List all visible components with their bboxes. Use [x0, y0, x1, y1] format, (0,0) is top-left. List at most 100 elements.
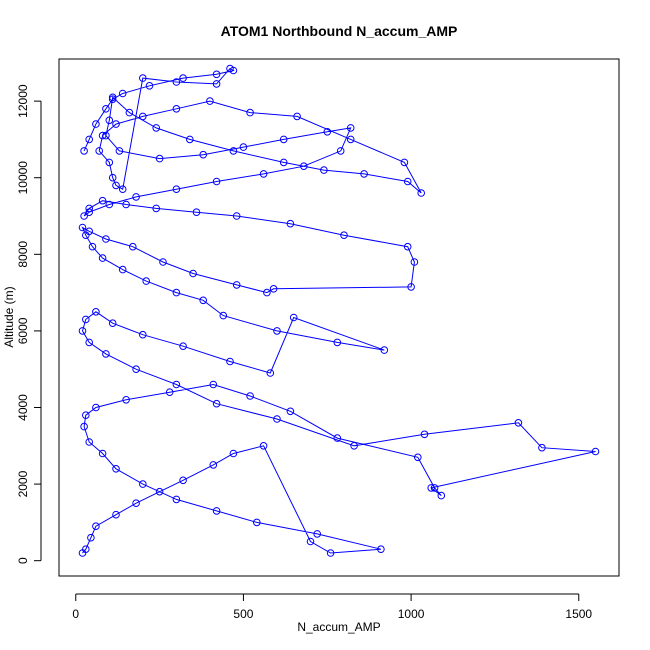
data-point: [273, 415, 281, 423]
data-point: [112, 465, 120, 473]
data-point: [92, 120, 100, 128]
data-point: [246, 392, 254, 400]
data-point: [192, 208, 201, 216]
y-tick-label: 12000: [16, 84, 30, 118]
data-point: [209, 461, 218, 469]
data-point: [122, 200, 130, 209]
data-point: [172, 380, 181, 389]
data-point: [306, 537, 315, 546]
data-point: [219, 311, 228, 320]
data-point: [229, 449, 238, 458]
data-point: [152, 124, 160, 132]
data-point: [108, 173, 117, 182]
data-point: [266, 369, 275, 377]
data-point: [410, 258, 419, 266]
data-point: [289, 313, 298, 322]
data-point: [139, 330, 147, 339]
x-axis-label: N_accum_AMP: [297, 620, 380, 634]
data-point: [212, 399, 221, 408]
data-point: [155, 487, 164, 496]
data-point: [172, 495, 181, 504]
data-point: [82, 545, 90, 554]
data-point: [212, 70, 221, 79]
data-point: [92, 308, 100, 316]
data-point: [514, 419, 523, 427]
data-point: [286, 219, 295, 228]
y-tick-label: 8000: [16, 241, 30, 268]
data-point: [286, 407, 295, 416]
data-point: [165, 388, 174, 397]
data-point: [78, 327, 87, 335]
data-point: [346, 124, 355, 132]
data-point: [115, 147, 124, 155]
data-point: [118, 185, 127, 193]
data-point: [538, 443, 546, 452]
data-point: [417, 189, 426, 197]
data-point: [85, 227, 93, 236]
data-point: [172, 78, 181, 86]
data-point: [108, 95, 117, 103]
data-point: [139, 480, 147, 488]
data-point: [591, 447, 600, 456]
data-point: [112, 120, 120, 128]
data-point: [80, 422, 88, 431]
data-point: [212, 507, 221, 515]
data-point: [112, 181, 120, 190]
data-point: [80, 147, 88, 155]
data-point: [132, 365, 140, 374]
data-point: [279, 158, 288, 167]
data-point: [199, 150, 207, 159]
data-point: [172, 185, 181, 193]
data-point: [85, 338, 93, 347]
data-point: [95, 147, 103, 155]
data-point: [336, 147, 345, 155]
data-point: [172, 288, 181, 297]
data-point: [179, 74, 187, 82]
data-point: [407, 283, 415, 291]
data-point: [273, 327, 281, 335]
x-tick-label: 0: [72, 607, 79, 621]
data-point: [420, 430, 429, 439]
data-point: [105, 158, 114, 167]
y-tick-label: 10000: [16, 161, 30, 195]
data-point: [98, 254, 107, 262]
data-point: [360, 170, 368, 178]
data-point: [98, 196, 107, 205]
data-point: [155, 154, 164, 163]
data-point: [159, 258, 167, 266]
data-point: [350, 442, 358, 450]
data-point: [346, 135, 355, 144]
data-point: [279, 135, 288, 144]
data-point: [263, 288, 271, 297]
series-layer: [78, 64, 600, 557]
data-point: [78, 223, 87, 232]
data-point: [139, 74, 147, 82]
data-point: [293, 112, 301, 121]
data-point: [102, 131, 110, 140]
data-point: [98, 449, 107, 458]
data-point: [85, 204, 93, 213]
data-point: [403, 177, 412, 186]
data-point: [403, 242, 412, 251]
data-point: [323, 128, 332, 136]
data-point: [437, 491, 446, 500]
x-tick-label: 1500: [565, 607, 592, 621]
x-tick-label: 500: [233, 607, 253, 621]
data-point: [229, 147, 238, 155]
data-point: [209, 380, 218, 389]
data-point: [212, 80, 221, 88]
data-point: [132, 499, 140, 508]
data-point: [132, 193, 140, 201]
data-point: [414, 453, 422, 462]
data-point: [269, 285, 278, 293]
data-point: [145, 82, 154, 90]
y-axis: 0 2000 4000 6000 8000 10000 12000: [16, 84, 42, 564]
chart-title: ATOM1 Northbound N_accum_AMP: [221, 23, 458, 39]
data-point: [430, 484, 439, 492]
series-line: [81, 67, 596, 554]
data-point: [340, 231, 348, 239]
y-tick-label: 2000: [16, 470, 30, 497]
data-point: [252, 518, 261, 527]
data-point: [189, 269, 197, 278]
